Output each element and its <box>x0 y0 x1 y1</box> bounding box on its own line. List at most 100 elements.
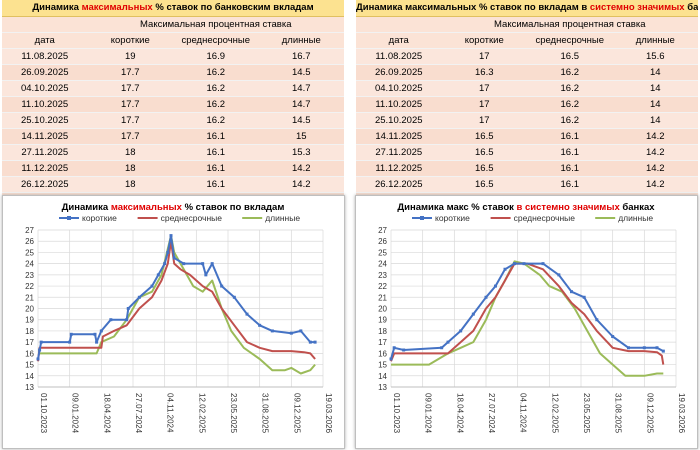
data-point <box>494 284 497 288</box>
table-cell[interactable]: 14.7 <box>258 80 344 97</box>
table-cell[interactable]: 16.1 <box>173 128 259 145</box>
y-tick-label: 22 <box>378 282 387 291</box>
table-cell[interactable]: 14.2 <box>612 144 698 161</box>
table-cell[interactable]: 16.2 <box>527 64 613 81</box>
table-cell[interactable]: 17.7 <box>87 64 173 81</box>
table-cell[interactable]: 17 <box>441 80 527 97</box>
y-tick-label: 17 <box>25 338 34 347</box>
table-cell[interactable]: 16.2 <box>527 96 613 113</box>
table-cell[interactable]: 14 <box>612 112 698 129</box>
data-point <box>36 357 40 361</box>
table-cell[interactable]: 16.7 <box>258 48 344 65</box>
table-cell[interactable]: 18 <box>87 144 173 161</box>
y-tick-label: 14 <box>25 372 34 381</box>
table-cell[interactable]: 19 <box>87 48 173 65</box>
table-cell[interactable]: 14 <box>612 96 698 113</box>
table-cell[interactable]: 14.11.2025 <box>2 128 88 145</box>
table-cell[interactable]: 14.2 <box>612 176 698 193</box>
table-cell[interactable]: 17 <box>441 48 527 65</box>
table-cell[interactable]: 14.2 <box>258 176 344 193</box>
table-cell[interactable]: 16.9 <box>173 48 259 65</box>
table-cell[interactable]: 15.6 <box>612 48 698 65</box>
table-row: 26.12.2025 16.5 16.1 14.2 <box>356 176 698 193</box>
data-point <box>109 318 113 322</box>
table-cell[interactable]: 18 <box>87 160 173 177</box>
table-cell[interactable]: 26.09.2025 <box>2 64 88 81</box>
y-tick-label: 13 <box>378 383 387 392</box>
table-cell[interactable]: 14.7 <box>258 96 344 113</box>
x-tick-label: 09.01.2024 <box>424 393 433 434</box>
table-cell[interactable]: 15 <box>258 128 344 145</box>
x-tick-label: 09.12.2025 <box>292 393 301 434</box>
data-point <box>68 340 72 344</box>
series-line-medium <box>390 262 665 365</box>
table-cell[interactable]: 16.2 <box>527 80 613 97</box>
table-cell[interactable]: 14.2 <box>612 128 698 145</box>
table-cell[interactable]: 26.12.2025 <box>2 176 88 193</box>
table-cell[interactable]: 14.5 <box>258 112 344 129</box>
table-cell[interactable]: 14.2 <box>258 160 344 177</box>
data-point <box>402 348 406 352</box>
table-cell[interactable]: 11.08.2025 <box>2 48 88 65</box>
data-point <box>163 262 167 266</box>
table-cell[interactable]: 16.1 <box>527 176 613 193</box>
table-cell[interactable]: 14.5 <box>258 64 344 81</box>
table-cell[interactable]: 17.7 <box>87 96 173 113</box>
table-cell[interactable]: 16.1 <box>527 144 613 161</box>
table-cell[interactable]: 16.1 <box>173 160 259 177</box>
table-cell[interactable]: 26.09.2025 <box>356 64 442 81</box>
table-cell[interactable]: 16.2 <box>173 80 259 97</box>
table-cell[interactable]: 16.2 <box>527 112 613 129</box>
table-cell[interactable]: 18 <box>87 176 173 193</box>
y-tick-label: 27 <box>378 226 387 235</box>
column-header: короткие <box>87 32 173 49</box>
table-cell[interactable]: 16.5 <box>441 160 527 177</box>
table-cell[interactable]: 16.1 <box>527 160 613 177</box>
table-cell[interactable]: 11.10.2025 <box>2 96 88 113</box>
table-cell[interactable]: 16.1 <box>527 128 613 145</box>
table-cell[interactable]: 14.11.2025 <box>356 128 442 145</box>
table-cell[interactable]: 17 <box>441 96 527 113</box>
table-cell[interactable]: 14 <box>612 64 698 81</box>
table-cell[interactable]: 11.12.2025 <box>356 160 442 177</box>
table-cell[interactable]: 11.10.2025 <box>356 96 442 113</box>
table-cell[interactable]: 14.2 <box>612 160 698 177</box>
table-cell[interactable]: 16.5 <box>441 128 527 145</box>
table-cell[interactable]: 16.5 <box>441 176 527 193</box>
data-point <box>125 318 129 322</box>
table-cell[interactable]: 27.11.2025 <box>356 144 442 161</box>
table-cell[interactable]: 16.1 <box>173 176 259 193</box>
table-cell[interactable]: 16.1 <box>173 144 259 161</box>
table-cell[interactable]: 17.7 <box>87 128 173 145</box>
series-line-long <box>38 234 316 375</box>
data-point <box>156 273 160 277</box>
data-point <box>166 250 170 254</box>
table-cell[interactable]: 25.10.2025 <box>2 112 88 129</box>
table-cell[interactable]: 16.3 <box>441 64 527 81</box>
table-cell[interactable]: 27.11.2025 <box>2 144 88 161</box>
table-cell[interactable]: 14 <box>612 80 698 97</box>
table-cell[interactable]: 16.2 <box>173 112 259 129</box>
data-point <box>627 346 630 350</box>
data-point <box>93 332 97 336</box>
table-cell[interactable]: 11.12.2025 <box>2 160 88 177</box>
x-tick-label: 19.03.2026 <box>324 393 333 434</box>
x-tick-label: 01.10.2023 <box>392 393 401 434</box>
table-cell[interactable]: 16.5 <box>441 144 527 161</box>
table-cell[interactable]: 11.08.2025 <box>356 48 442 65</box>
table-cell[interactable]: 16.2 <box>173 64 259 81</box>
table-row: 11.08.2025 17 16.5 15.6 <box>356 48 698 65</box>
table-cell[interactable]: 17 <box>441 112 527 129</box>
table-cell[interactable]: 04.10.2025 <box>2 80 88 97</box>
table-cell[interactable]: 04.10.2025 <box>356 80 442 97</box>
table-cell[interactable]: 17.7 <box>87 80 173 97</box>
table-cell[interactable]: 17.7 <box>87 112 173 129</box>
table-cell[interactable]: 26.12.2025 <box>356 176 442 193</box>
data-point <box>655 346 659 350</box>
table-cell[interactable]: 16.2 <box>173 96 259 113</box>
table-cell[interactable]: 16.5 <box>527 48 613 65</box>
table-cell[interactable]: 15.3 <box>258 144 344 161</box>
y-tick-label: 15 <box>378 361 387 370</box>
series-line-short <box>390 262 664 360</box>
table-cell[interactable]: 25.10.2025 <box>356 112 442 129</box>
